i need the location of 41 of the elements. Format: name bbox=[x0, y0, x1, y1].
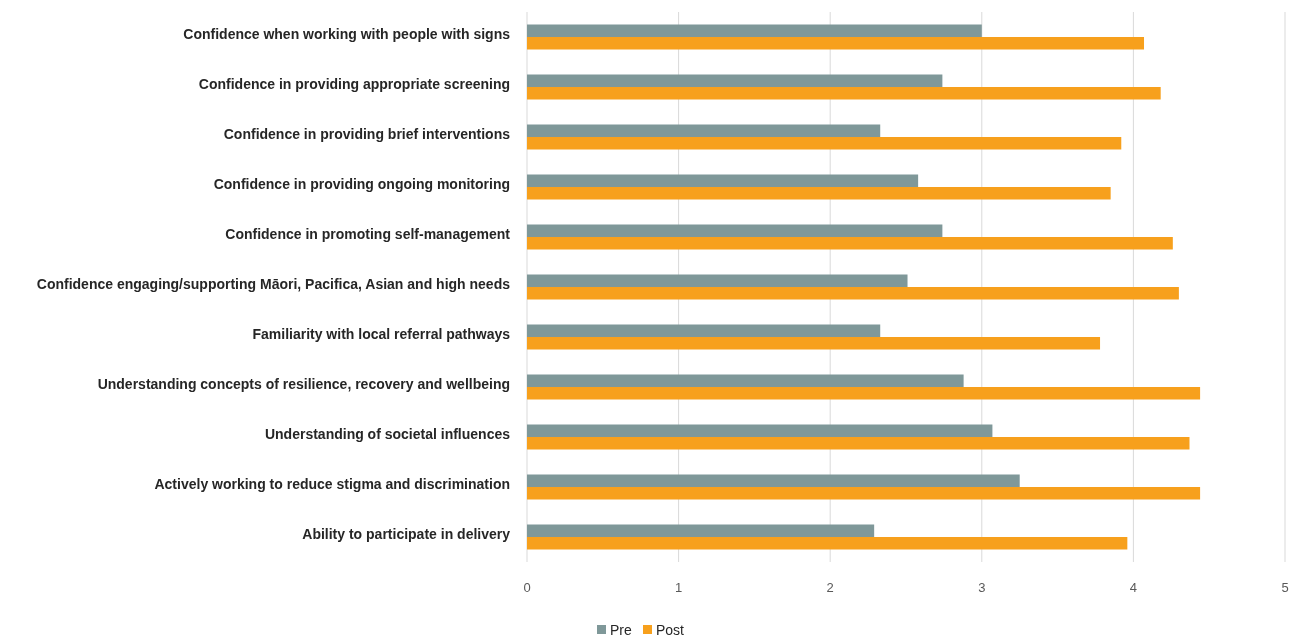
y-tick-label: Familiarity with local referral pathways bbox=[252, 326, 511, 343]
y-tick-label: Understanding concepts of resilience, recovery and wellbeing bbox=[97, 376, 510, 393]
bar bbox=[527, 474, 1020, 487]
bar bbox=[527, 124, 881, 137]
x-tick-label: 4 bbox=[1129, 580, 1138, 595]
bar bbox=[527, 24, 982, 37]
bar bbox=[527, 87, 1161, 100]
bar bbox=[527, 437, 1190, 450]
bar bbox=[527, 537, 1128, 550]
x-tick-label: 1 bbox=[674, 580, 683, 595]
y-tick-label: Confidence in providing brief interventions bbox=[223, 126, 511, 143]
y-tick-label: Confidence in providing appropriate screening bbox=[198, 76, 510, 93]
bar bbox=[527, 424, 993, 437]
bar bbox=[527, 224, 943, 237]
x-tick-label: 5 bbox=[1281, 580, 1289, 595]
bar bbox=[527, 524, 875, 537]
bar bbox=[527, 187, 1111, 200]
y-tick-label: Confidence in providing ongoing monitoring bbox=[213, 176, 510, 193]
y-tick-label: Ability to participate in delivery bbox=[302, 526, 511, 543]
bar bbox=[527, 137, 1122, 150]
bar bbox=[527, 37, 1145, 50]
x-tick-label: 0 bbox=[523, 580, 531, 595]
y-tick-label: Understanding of societal influences bbox=[264, 426, 511, 443]
bar bbox=[527, 374, 964, 387]
bar bbox=[527, 324, 881, 337]
bar bbox=[527, 74, 943, 87]
y-tick-label: Actively working to reduce stigma and discrimination bbox=[154, 476, 510, 493]
legend-label: Post bbox=[656, 622, 685, 638]
bar bbox=[527, 237, 1173, 250]
x-tick-label: 3 bbox=[978, 580, 986, 595]
y-tick-label: Confidence in promoting self-management bbox=[225, 226, 511, 243]
x-tick-label: 2 bbox=[826, 580, 834, 595]
bar bbox=[527, 274, 908, 287]
bar bbox=[527, 287, 1179, 300]
bar bbox=[527, 487, 1201, 500]
y-tick-label: Confidence engaging/supporting Māori, Pacifica, Asian and high needs bbox=[36, 276, 511, 293]
y-tick-label: Confidence when working with people with signs bbox=[183, 26, 511, 43]
bar bbox=[527, 174, 919, 187]
bar bbox=[527, 337, 1101, 350]
bar bbox=[527, 387, 1201, 400]
legend-label: Pre bbox=[610, 622, 632, 638]
